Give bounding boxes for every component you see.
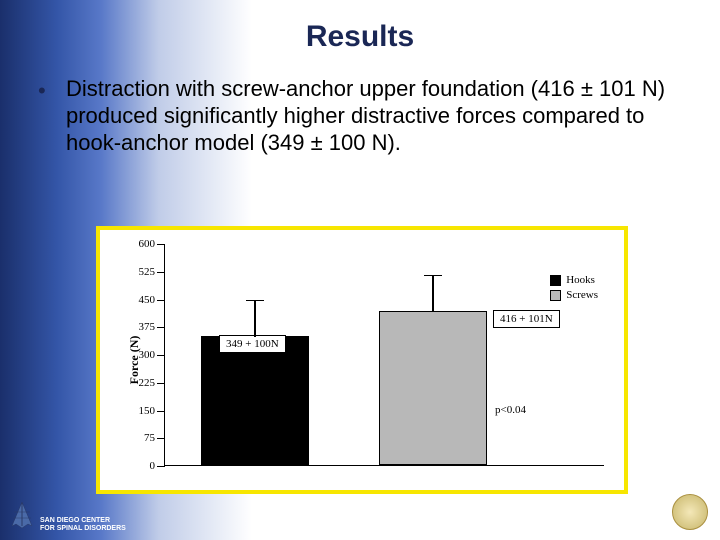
page-title: Results	[306, 20, 414, 54]
y-tick-label: 525	[139, 266, 156, 278]
y-tick-label: 0	[150, 460, 156, 472]
error-bar-line	[432, 275, 433, 312]
y-tick-label: 300	[139, 349, 156, 361]
logo-left: SAN DIEGO CENTER FOR SPINAL DISORDERS	[8, 498, 126, 532]
legend-item: Screws	[550, 289, 598, 301]
y-tick	[157, 244, 165, 245]
bar-label: 349 + 100N	[219, 335, 286, 353]
bar-chart: Force (N) 075150225300375450525600349 + …	[100, 230, 624, 490]
y-tick	[157, 300, 165, 301]
seal-icon	[672, 494, 708, 530]
error-bar-line	[254, 300, 255, 337]
y-tick-label: 225	[139, 377, 156, 389]
y-tick	[157, 383, 165, 384]
error-bar-cap	[246, 300, 264, 301]
logo-line2: FOR SPINAL DISORDERS	[40, 525, 126, 532]
y-tick-label: 600	[139, 238, 156, 250]
p-value-label: p<0.04	[495, 404, 526, 416]
y-tick-label: 450	[139, 294, 156, 306]
legend-item: Hooks	[550, 274, 598, 286]
legend-label: Screws	[566, 289, 598, 301]
y-tick	[157, 272, 165, 273]
bullet-text: Distraction with screw-anchor upper foun…	[66, 76, 682, 156]
y-tick	[157, 466, 165, 467]
bar-hooks	[201, 336, 309, 465]
legend-swatch	[550, 275, 561, 286]
plot-area: 075150225300375450525600349 + 100N416 + …	[164, 244, 604, 466]
legend: Hooks Screws	[550, 274, 598, 304]
y-tick	[157, 438, 165, 439]
legend-label: Hooks	[566, 274, 595, 286]
bar-label: 416 + 101N	[493, 310, 560, 328]
error-bar-cap	[424, 275, 442, 276]
logo-left-text: SAN DIEGO CENTER FOR SPINAL DISORDERS	[40, 517, 126, 532]
ship-icon	[8, 498, 36, 532]
y-tick	[157, 327, 165, 328]
bullet-paragraph: • Distraction with screw-anchor upper fo…	[38, 76, 682, 156]
chart-frame: Force (N) 075150225300375450525600349 + …	[96, 226, 628, 494]
logo-line1: SAN DIEGO CENTER	[40, 517, 126, 524]
bullet-marker: •	[38, 78, 46, 105]
slide: Results • Distraction with screw-anchor …	[0, 0, 720, 540]
y-tick-label: 150	[139, 405, 156, 417]
bar-screws	[379, 311, 487, 465]
y-tick	[157, 355, 165, 356]
y-tick	[157, 411, 165, 412]
y-tick-label: 375	[139, 321, 156, 333]
legend-swatch	[550, 290, 561, 301]
y-tick-label: 75	[144, 432, 155, 444]
